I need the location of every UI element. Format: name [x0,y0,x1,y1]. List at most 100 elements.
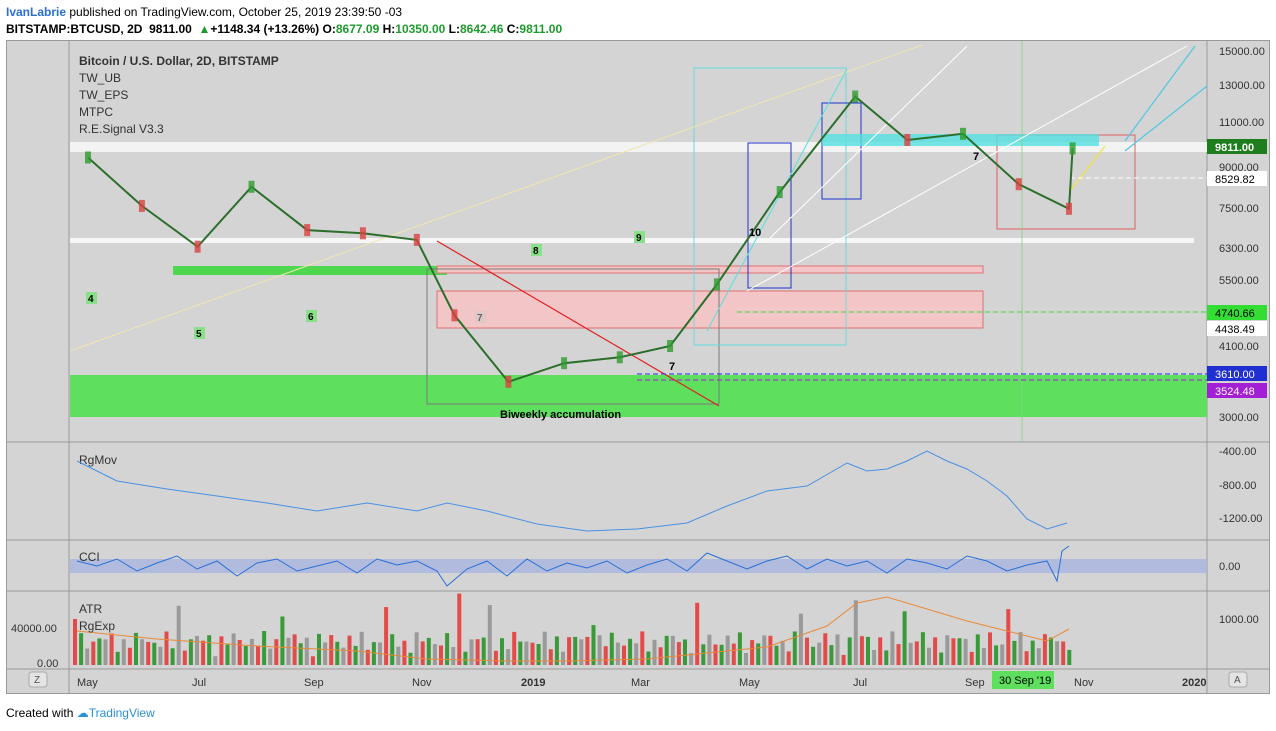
chart-container[interactable]: Bitcoin / U.S. Dollar, 2D, BITSTAMP TW_U… [6,40,1270,694]
price-label-box [1207,305,1267,320]
atr-bar [585,636,590,665]
atr-bar [274,639,279,665]
price-tick: 6300.00 [1219,243,1259,255]
indicator-label-2: TW_EPS [79,88,128,102]
tradingview-link[interactable]: TradingView [88,706,155,720]
atr-bar [414,632,419,665]
atr-bar [170,648,175,665]
low-label: L: [448,22,460,36]
zoom-icon: Z [34,675,40,686]
atr-bar [457,593,462,665]
atr-bar [591,625,596,665]
price-point [194,240,201,253]
price-label-box [1207,383,1267,398]
wave-labels: 4 5 6 7 8 9 10 7 7 [86,151,979,373]
atr-bar [756,643,761,665]
atr-bar [1024,651,1029,665]
rgexp-line [76,596,1070,662]
zoom-button[interactable]: Z [28,671,48,688]
atr-bar [945,635,950,665]
atr-bar [1000,644,1005,665]
wave-label-7a: 7 [477,313,483,324]
atr-bar [951,638,956,665]
atr-bar [622,645,626,665]
wave-label-4: 4 [88,294,94,305]
time-tick: Sep [965,677,985,689]
created-with-text: Created with [6,706,74,720]
price-tick: 7500.00 [1219,203,1259,215]
atr-bar [683,639,687,665]
atr-bar [878,637,883,665]
price-labels: 9811.00 8529.82 4740.66 4438.49 3610.00 … [1207,139,1267,398]
atr-bar [500,638,504,665]
price-label-last: 9811.00 [1215,142,1254,154]
atr-bar [707,634,712,665]
atr-bar [262,631,267,665]
atr-bar [140,639,145,665]
published-text: published on TradingView.com, October 25… [66,5,403,19]
time-axis[interactable]: May Jul Sep Nov 2019 Mar May Jul Sep Nov… [77,671,1206,689]
accumulation-zone [70,375,1207,417]
atr-bar [1030,640,1035,665]
atr-tick-left: 40000.00 [11,623,57,635]
atr-bar [231,633,236,665]
cci-line [76,545,1070,587]
atr-bar [689,653,694,665]
auto-scale-button[interactable]: A [1228,671,1248,688]
price-point [561,357,568,370]
price-label-box [1207,321,1267,336]
pane-label-rgexp: RgExp [79,619,115,633]
atr-bar [664,635,669,665]
atr-bar [567,637,572,665]
price-tick: 15000.00 [1219,46,1265,58]
rgmov-tick: -400.00 [1219,446,1256,458]
atr-bar [994,645,999,665]
atr-bar [713,644,718,665]
atr-bar [298,643,303,665]
atr-bar [152,642,157,665]
projection-line-1 [1124,45,1196,142]
wave-label-6: 6 [308,312,314,323]
pane-label-rgmov: RgMov [79,453,117,467]
atr-bar [811,646,816,665]
atr-bar [390,634,395,665]
publish-line: IvanLabrie published on TradingView.com,… [6,5,402,19]
pane-label-atr: ATR [79,602,102,616]
atr-bar [609,632,614,665]
symbol-line: BITSTAMP:BTCUSD, 2D 9811.00 ▲+1148.34 (+… [6,22,562,36]
time-tick: Sep [304,677,324,689]
atr-bar [1061,641,1066,665]
cyan-trendline [706,68,848,332]
crosshair-date: 30 Sep '19 [999,675,1051,687]
chart-title: Bitcoin / U.S. Dollar, 2D, BITSTAMP [79,54,279,68]
atr-bar [786,651,791,665]
white-support-band [70,238,1194,243]
atr-bar [451,647,456,665]
atr-bar [1067,649,1072,665]
atr-bar [146,641,151,665]
atr-bar [408,652,413,665]
time-tick: May [77,677,98,689]
atr-bar [286,637,291,665]
atr-bar [463,651,468,665]
price-point [616,351,623,364]
price-tick: 11000.00 [1219,117,1264,129]
high-value: 10350.00 [395,22,446,36]
atr-bar [573,636,578,665]
atr-bar [725,635,730,665]
crosshair-date-box [992,671,1054,689]
atr-bar [292,634,297,665]
atr-bar [341,647,346,665]
atr-bar [530,642,535,665]
price-point [1015,178,1022,191]
price-point [960,127,966,140]
atr-bar [365,649,370,665]
atr-bar [371,642,376,665]
atr-bar [920,632,925,665]
price-chart[interactable]: Bitcoin / U.S. Dollar, 2D, BITSTAMP TW_U… [7,41,1269,693]
projection-line-2 [1124,85,1208,152]
price-axis[interactable]: 15000.00 13000.00 11000.00 9000.00 7500.… [1219,46,1265,424]
price-label-3524: 3524.48 [1215,386,1255,398]
author-link[interactable]: IvanLabrie [6,5,67,19]
atr-bar [219,636,224,665]
